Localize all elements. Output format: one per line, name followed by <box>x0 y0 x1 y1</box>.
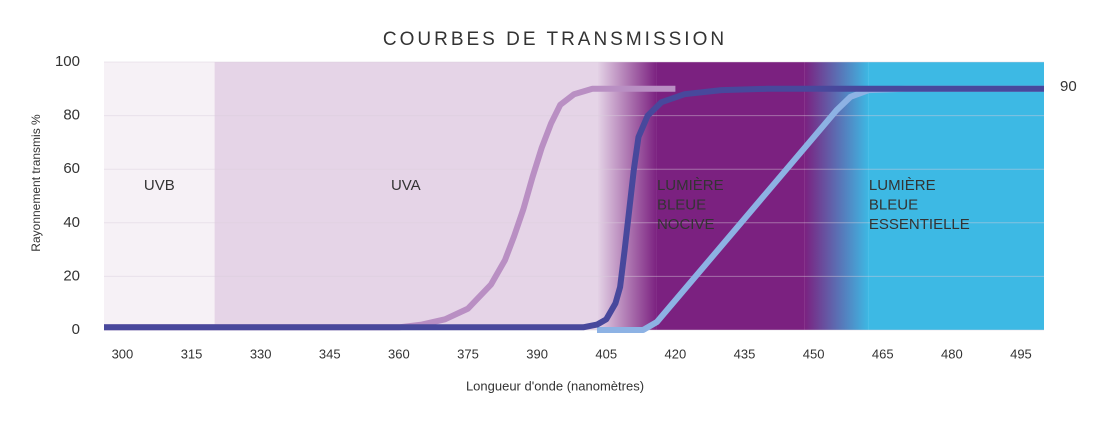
line-series <box>104 85 676 331</box>
chart-title: COURBES DE TRANSMISSION <box>383 29 727 50</box>
region-label: UVA <box>391 177 421 194</box>
x-tick-label: 300 <box>112 346 134 361</box>
annotation: 90 <box>1060 78 1077 95</box>
x-tick-label: 450 <box>803 346 825 361</box>
x-axis-label: Longueur d'onde (nanomètres) <box>466 378 644 393</box>
region-label: ESSENTIELLE <box>869 216 970 233</box>
x-tick-label: 465 <box>872 346 894 361</box>
region-label: BLEUE <box>657 196 706 213</box>
x-tick-label: 495 <box>1010 346 1032 361</box>
region <box>104 62 215 330</box>
y-tick-label: 100 <box>55 53 80 70</box>
x-tick-label: 480 <box>941 346 963 361</box>
y-tick-label: 60 <box>63 160 80 177</box>
region-label: LUMIÈRE <box>657 177 724 194</box>
x-tick-label: 375 <box>457 346 479 361</box>
x-tick-label: 405 <box>595 346 617 361</box>
x-tick-label: 390 <box>526 346 548 361</box>
x-tick-label: 420 <box>665 346 687 361</box>
region-transition <box>597 62 657 330</box>
x-tick-label: 345 <box>319 346 341 361</box>
region-label: BLEUE <box>869 196 918 213</box>
x-tick-label: 435 <box>734 346 756 361</box>
x-tick-label: 330 <box>250 346 272 361</box>
y-tick-label: 0 <box>72 321 80 338</box>
y-axis-label: Rayonnement transmis % <box>29 114 43 252</box>
y-tick-label: 80 <box>63 107 80 124</box>
region <box>656 62 805 330</box>
region-label: NOCIVE <box>657 216 715 233</box>
x-tick-label: 315 <box>181 346 203 361</box>
y-tick-label: 20 <box>63 267 80 284</box>
region <box>868 62 1044 330</box>
region-label: LUMIÈRE <box>869 177 936 194</box>
region-label: UVB <box>144 177 175 194</box>
x-tick-label: 360 <box>388 346 410 361</box>
line-series <box>104 85 1044 331</box>
y-tick-label: 40 <box>63 214 80 231</box>
region <box>214 62 598 330</box>
region-transition <box>804 62 869 330</box>
